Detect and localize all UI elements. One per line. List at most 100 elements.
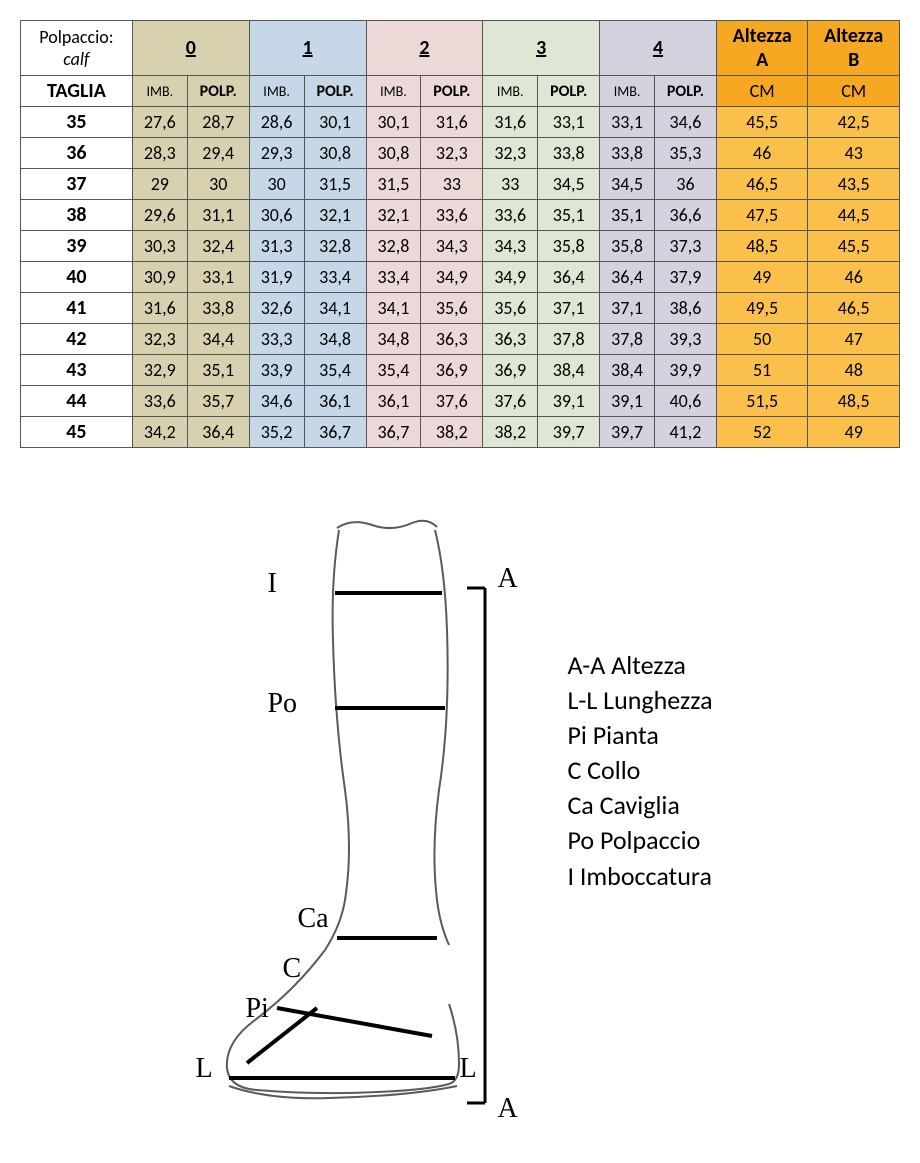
legend-line: L-L Lunghezza xyxy=(567,683,712,718)
cell: 36,3 xyxy=(421,324,483,355)
legend-line: Po Polpaccio xyxy=(567,823,712,858)
taglia-37: 37 xyxy=(21,169,133,200)
cell: 29,4 xyxy=(187,138,249,169)
hdr-altezza-a: AltezzaA xyxy=(716,21,807,76)
cell: 35,6 xyxy=(421,293,483,324)
cell: 35,7 xyxy=(187,386,249,417)
cell: 33 xyxy=(421,169,483,200)
altezza-b-38: 44,5 xyxy=(808,200,900,231)
cell: 32,8 xyxy=(304,231,366,262)
cell: 29,3 xyxy=(249,138,304,169)
cell: 30 xyxy=(249,169,304,200)
cell: 32,3 xyxy=(483,138,538,169)
sub-imb-4: IMB. xyxy=(600,76,655,107)
hdr-taglia: TAGLIA xyxy=(21,76,133,107)
cell: 31,6 xyxy=(483,107,538,138)
label-A-bottom: A xyxy=(497,1093,517,1125)
cell: 39,9 xyxy=(655,355,717,386)
sub-imb-3: IMB. xyxy=(483,76,538,107)
cell: 37,9 xyxy=(655,262,717,293)
hdr-altezza-b: AltezzaB xyxy=(808,21,900,76)
cell: 39,3 xyxy=(655,324,717,355)
cell: 35,4 xyxy=(366,355,421,386)
hdr-size-3: 3 xyxy=(483,21,600,76)
cell: 33,1 xyxy=(187,262,249,293)
sub-imb-1: IMB. xyxy=(249,76,304,107)
sub-polp-0: POLP. xyxy=(187,76,249,107)
cell: 33,3 xyxy=(249,324,304,355)
taglia-40: 40 xyxy=(21,262,133,293)
cell: 38,2 xyxy=(483,417,538,448)
cell: 34,9 xyxy=(421,262,483,293)
cell: 36,9 xyxy=(483,355,538,386)
cell: 30,9 xyxy=(132,262,187,293)
cell: 35,8 xyxy=(600,231,655,262)
legend-line: I Imboccatura xyxy=(567,859,712,894)
altezza-b-35: 42,5 xyxy=(808,107,900,138)
altezza-a-42: 50 xyxy=(716,324,807,355)
hdr-size-0: 0 xyxy=(132,21,249,76)
altezza-a-38: 47,5 xyxy=(716,200,807,231)
cell: 39,7 xyxy=(600,417,655,448)
cell: 36,3 xyxy=(483,324,538,355)
cell: 31,6 xyxy=(421,107,483,138)
sub-cm-a: CM xyxy=(716,76,807,107)
legend-line: C Collo xyxy=(567,753,712,788)
label-A-top: A xyxy=(497,563,517,595)
sub-imb-2: IMB. xyxy=(366,76,421,107)
cell: 30,3 xyxy=(132,231,187,262)
altezza-a-36: 46 xyxy=(716,138,807,169)
label-I: I xyxy=(267,568,276,600)
cell: 37,3 xyxy=(655,231,717,262)
label-Pi: Pi xyxy=(245,993,268,1025)
cell: 34,9 xyxy=(483,262,538,293)
cell: 35,8 xyxy=(538,231,600,262)
taglia-45: 45 xyxy=(21,417,133,448)
cell: 36,7 xyxy=(366,417,421,448)
cell: 33,6 xyxy=(483,200,538,231)
cell: 40,6 xyxy=(655,386,717,417)
altezza-a-41: 49,5 xyxy=(716,293,807,324)
taglia-35: 35 xyxy=(21,107,133,138)
hdr-size-1: 1 xyxy=(249,21,366,76)
cell: 34,5 xyxy=(600,169,655,200)
cell: 33,4 xyxy=(304,262,366,293)
cell: 33,6 xyxy=(132,386,187,417)
cell: 38,2 xyxy=(421,417,483,448)
cell: 35,1 xyxy=(538,200,600,231)
cell: 31,5 xyxy=(304,169,366,200)
cell: 39,1 xyxy=(600,386,655,417)
cell: 34,3 xyxy=(421,231,483,262)
cell: 36,4 xyxy=(600,262,655,293)
sub-polp-4: POLP. xyxy=(655,76,717,107)
cell: 39,1 xyxy=(538,386,600,417)
cell: 39,7 xyxy=(538,417,600,448)
cell: 34,8 xyxy=(366,324,421,355)
hdr-size-4: 4 xyxy=(600,21,717,76)
taglia-41: 41 xyxy=(21,293,133,324)
cell: 32,1 xyxy=(304,200,366,231)
cell: 35,3 xyxy=(655,138,717,169)
taglia-39: 39 xyxy=(21,231,133,262)
cell: 31,9 xyxy=(249,262,304,293)
sub-polp-2: POLP. xyxy=(421,76,483,107)
cell: 41,2 xyxy=(655,417,717,448)
cell: 35,2 xyxy=(249,417,304,448)
altezza-a-43: 51 xyxy=(716,355,807,386)
altezza-b-36: 43 xyxy=(808,138,900,169)
cell: 27,6 xyxy=(132,107,187,138)
taglia-38: 38 xyxy=(21,200,133,231)
hdr-size-2: 2 xyxy=(366,21,483,76)
legend-line: A-A Altezza xyxy=(567,648,712,683)
label-Po: Po xyxy=(267,688,297,720)
altezza-a-35: 45,5 xyxy=(716,107,807,138)
cell: 37,1 xyxy=(538,293,600,324)
cell: 34,6 xyxy=(655,107,717,138)
cell: 33,1 xyxy=(600,107,655,138)
label-Ca: Ca xyxy=(297,903,328,935)
size-table: Polpaccio:calf01234AltezzaAAltezzaBTAGLI… xyxy=(20,20,900,448)
cell: 38,4 xyxy=(600,355,655,386)
cell: 38,4 xyxy=(538,355,600,386)
sub-cm-b: CM xyxy=(808,76,900,107)
cell: 33,8 xyxy=(600,138,655,169)
